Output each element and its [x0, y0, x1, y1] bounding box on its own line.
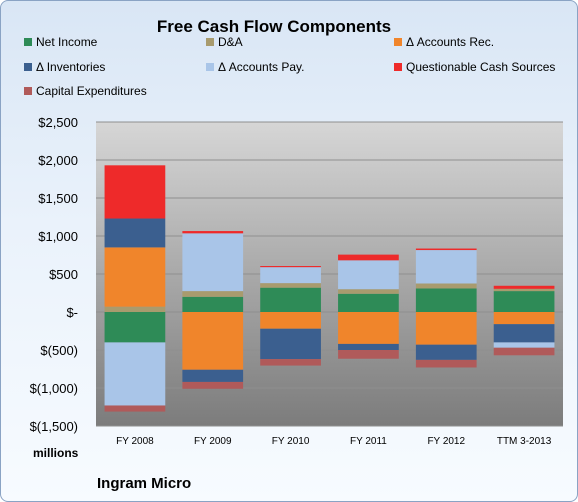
chart-title: Free Cash Flow Components	[157, 17, 391, 36]
bar-capital-expenditures-fy-2010	[260, 359, 321, 366]
legend-label-questionable-cash-sources: Questionable Cash Sources	[406, 60, 555, 74]
legend-label-inventories: Δ Inventories	[36, 60, 105, 74]
bar-d-a-fy-2009	[182, 291, 244, 297]
bar-d-a-fy-2008	[104, 306, 166, 312]
y-tick-label: $(1,000)	[30, 381, 78, 396]
bar-accounts-pay-ttm-3-2013	[493, 342, 555, 348]
legend-swatch-questionable-cash-sources	[394, 63, 402, 71]
bar-capital-expenditures-fy-2008	[104, 405, 166, 412]
y-tick-label: $(1,500)	[30, 419, 78, 434]
bar-inventories-fy-2011	[338, 343, 399, 350]
bar-accounts-pay-fy-2011	[338, 260, 399, 290]
bar-questionable-cash-sources-fy-2012	[415, 248, 477, 251]
bar-accounts-pay-fy-2012	[415, 250, 477, 284]
company-name: Ingram Micro	[97, 475, 191, 492]
bar-accounts-pay-fy-2009	[182, 233, 244, 292]
unit-label: millions	[33, 446, 79, 460]
bar-net-income-fy-2012	[415, 288, 477, 312]
bar-accounts-rec-fy-2010	[260, 312, 321, 329]
y-tick-label: $(500)	[40, 343, 78, 358]
x-tick-label: FY 2011	[350, 436, 387, 447]
y-tick-label: $2,000	[38, 153, 78, 168]
bar-net-income-fy-2011	[338, 293, 399, 312]
bar-net-income-ttm-3-2013	[493, 291, 555, 312]
bar-d-a-fy-2011	[338, 289, 399, 294]
legend-label-d-a: D&A	[218, 35, 243, 49]
bar-net-income-fy-2009	[182, 296, 244, 312]
bar-net-income-fy-2008	[104, 312, 166, 343]
bar-accounts-rec-ttm-3-2013	[493, 312, 555, 325]
bar-d-a-fy-2012	[415, 283, 477, 289]
bar-capital-expenditures-ttm-3-2013	[493, 347, 555, 356]
bar-accounts-rec-fy-2011	[338, 312, 399, 344]
bar-questionable-cash-sources-fy-2008	[104, 165, 166, 219]
legend-swatch-accounts-pay	[206, 63, 214, 71]
bar-accounts-pay-fy-2008	[104, 342, 166, 406]
x-axis: FY 2008 FY 2009 FY 2010 FY 2011 FY 2012 TTM 3…	[116, 436, 552, 447]
x-tick-label: FY 2008	[116, 436, 154, 447]
legend-swatch-accounts-rec	[394, 38, 402, 46]
x-tick-label: FY 2010	[272, 436, 310, 447]
legend-label-capital-expenditures: Capital Expenditures	[36, 84, 147, 98]
bar-questionable-cash-sources-fy-2009	[182, 231, 244, 234]
bar-d-a-fy-2010	[260, 283, 321, 288]
bar-inventories-fy-2008	[104, 218, 166, 248]
legend-label-accounts-pay: Δ Accounts Pay.	[218, 60, 305, 74]
bar-questionable-cash-sources-fy-2011	[338, 254, 399, 261]
gridlines	[96, 121, 563, 427]
bar-net-income-fy-2010	[260, 287, 321, 312]
y-tick-label: $1,500	[38, 191, 78, 206]
bar-capital-expenditures-fy-2009	[182, 381, 244, 389]
bars	[104, 165, 555, 412]
bar-capital-expenditures-fy-2011	[338, 350, 399, 359]
y-tick-label: $2,500	[38, 115, 78, 130]
legend-swatch-inventories	[24, 63, 32, 71]
x-tick-label: FY 2009	[194, 436, 232, 447]
y-tick-label: $-	[66, 305, 78, 320]
bar-d-a-ttm-3-2013	[493, 288, 555, 292]
bar-accounts-pay-fy-2010	[260, 267, 321, 284]
legend-swatch-d-a	[206, 38, 214, 46]
bar-inventories-ttm-3-2013	[493, 324, 555, 343]
x-tick-label: FY 2012	[427, 436, 465, 447]
legend-swatch-net-income	[24, 38, 32, 46]
y-tick-label: $1,000	[38, 229, 78, 244]
bar-questionable-cash-sources-ttm-3-2013	[493, 285, 555, 289]
bar-accounts-rec-fy-2012	[415, 312, 477, 345]
bar-inventories-fy-2010	[260, 328, 321, 360]
legend: Net Income D&A Δ Accounts Rec. Δ Inventorie…	[24, 35, 555, 98]
y-axis: $2,500 $2,000 $1,500 $1,000 $500 $- $(500) $(1,…	[30, 115, 78, 434]
bar-inventories-fy-2012	[415, 344, 477, 360]
bar-inventories-fy-2009	[182, 369, 244, 382]
legend-swatch-capital-expenditures	[24, 87, 32, 95]
legend-label-net-income: Net Income	[36, 35, 98, 49]
y-tick-label: $500	[49, 267, 78, 282]
x-tick-label: TTM 3-2013	[497, 436, 552, 447]
legend-label-accounts-rec: Δ Accounts Rec.	[406, 35, 494, 49]
bar-capital-expenditures-fy-2012	[415, 359, 477, 368]
bar-questionable-cash-sources-fy-2010	[260, 266, 321, 268]
bar-accounts-rec-fy-2009	[182, 312, 244, 370]
bar-accounts-rec-fy-2008	[104, 247, 166, 307]
